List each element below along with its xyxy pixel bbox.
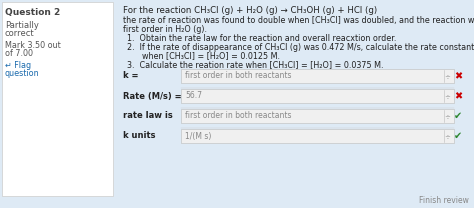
Text: Partially: Partially: [5, 21, 39, 31]
Text: For the reaction CH₃Cl (g) + H₂O (g) → CH₃OH (g) + HCl (g): For the reaction CH₃Cl (g) + H₂O (g) → C…: [123, 6, 377, 15]
Text: when [CH₃Cl] = [H₂O] = 0.0125 M.: when [CH₃Cl] = [H₂O] = 0.0125 M.: [127, 51, 280, 60]
Text: 2.  If the rate of disappearance of CH₃Cl (g) was 0.472 M/s, calculate the rate : 2. If the rate of disappearance of CH₃Cl…: [127, 43, 474, 52]
Text: ✖: ✖: [454, 91, 462, 101]
Text: correct: correct: [5, 30, 35, 38]
Text: Mark 3.50 out: Mark 3.50 out: [5, 42, 61, 51]
Text: ÷: ÷: [444, 93, 450, 99]
Text: ÷: ÷: [444, 113, 450, 119]
Text: Rate (M/s) =: Rate (M/s) =: [123, 92, 182, 100]
Bar: [181, 89, 454, 103]
Text: 3.  Calculate the reation rate when [CH₃Cl] = [H₂O] = 0.0375 M.: 3. Calculate the reation rate when [CH₃C…: [127, 60, 383, 69]
Text: question: question: [5, 69, 40, 78]
Bar: [181, 69, 454, 83]
Text: first order in both reactants: first order in both reactants: [185, 72, 292, 80]
Text: ✖: ✖: [454, 71, 462, 81]
Text: of 7.00: of 7.00: [5, 49, 33, 58]
Text: rate law is: rate law is: [123, 111, 173, 120]
Text: ÷: ÷: [444, 73, 450, 79]
Text: first order in H₂O (g).: first order in H₂O (g).: [123, 25, 207, 34]
Bar: [181, 129, 454, 143]
Text: first order in both reactants: first order in both reactants: [185, 111, 292, 120]
Bar: [2, 2, 113, 196]
Text: 56.7: 56.7: [185, 92, 202, 100]
Text: Question 2: Question 2: [5, 8, 60, 17]
Text: Finish review: Finish review: [419, 196, 469, 205]
Text: ÷: ÷: [444, 133, 450, 139]
Text: ↵ Flag: ↵ Flag: [5, 61, 31, 70]
Text: k =: k =: [123, 72, 138, 80]
Text: ✔: ✔: [454, 131, 462, 141]
Text: ✔: ✔: [454, 111, 462, 121]
Text: k units: k units: [123, 131, 155, 140]
Text: 1/(M s): 1/(M s): [185, 131, 211, 140]
Bar: [181, 109, 454, 123]
Text: the rate of reaction was found to double when [CH₃Cl] was doubled, and the react: the rate of reaction was found to double…: [123, 16, 474, 25]
Text: 1.  Obtain the rate law for the reaction and overall reacxtion order.: 1. Obtain the rate law for the reaction …: [127, 34, 396, 43]
